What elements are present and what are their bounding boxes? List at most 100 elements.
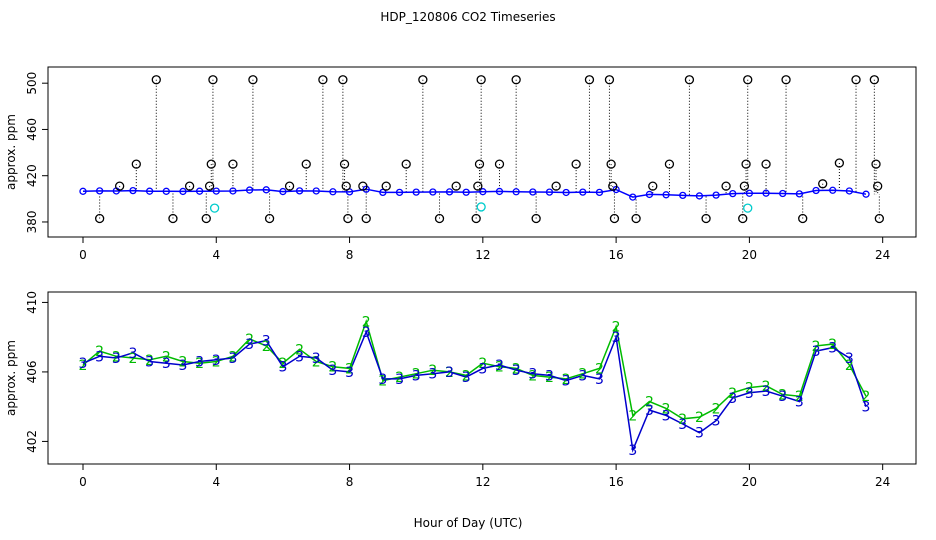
point-marker: 2: [412, 367, 421, 383]
point: [609, 213, 620, 224]
point-marker: 3: [345, 365, 354, 381]
point-marker: 2: [312, 354, 321, 370]
x-tick-label: 8: [346, 475, 354, 489]
point: [204, 181, 215, 191]
point: [245, 186, 254, 194]
x-tick-label: 16: [608, 248, 623, 262]
point: [579, 188, 587, 196]
point-marker: 3: [528, 367, 537, 383]
point-marker: 2: [378, 374, 387, 390]
point: [279, 187, 287, 196]
point: [295, 187, 304, 195]
chart-title: HDP_120806 CO2 Timeseries: [380, 10, 555, 24]
point: [474, 159, 485, 169]
point: [845, 187, 854, 195]
point: [318, 75, 328, 85]
point-marker: 3: [612, 330, 621, 346]
point-marker: 2: [462, 368, 471, 384]
point-marker: 3: [745, 386, 754, 402]
point: [179, 187, 187, 196]
point-marker: 2: [328, 360, 337, 376]
point-marker: 3: [862, 400, 871, 416]
point-marker: 2: [112, 349, 121, 365]
point: [229, 187, 237, 195]
point-marker: 2: [678, 412, 687, 428]
point-marker: 2: [195, 356, 204, 372]
point-marker: 3: [245, 337, 254, 353]
point-marker: 3: [728, 391, 737, 407]
point-marker: 2: [129, 351, 138, 367]
point: [312, 187, 320, 195]
point-marker: 2: [812, 339, 821, 355]
point-marker: 3: [428, 367, 437, 383]
point: [208, 75, 218, 85]
point-marker: 2: [712, 401, 721, 417]
point-marker: 3: [228, 351, 237, 367]
point: [412, 188, 420, 196]
point-marker: 3: [795, 394, 804, 410]
x-axis-title: Hour of Day (UTC): [414, 516, 523, 530]
point: [451, 181, 461, 191]
point-marker: 2: [178, 354, 187, 370]
point: [114, 181, 125, 191]
point-marker: 2: [395, 370, 404, 386]
x-tick-label: 20: [742, 475, 757, 489]
point: [248, 75, 258, 85]
point: [743, 75, 753, 85]
point: [284, 181, 295, 191]
point: [545, 188, 554, 196]
point-marker: 2: [745, 381, 754, 397]
point: [741, 159, 751, 169]
point: [873, 181, 883, 191]
point: [301, 159, 311, 169]
series-line: [82, 319, 867, 420]
point: [209, 203, 220, 213]
point: [264, 213, 275, 224]
point-marker: 3: [578, 368, 587, 384]
plot-frame: [47, 291, 917, 465]
point: [604, 75, 615, 85]
point: [212, 187, 220, 195]
point: [168, 213, 178, 224]
point: [401, 159, 411, 169]
y-tick-label: 460: [25, 118, 39, 141]
point: [145, 187, 154, 195]
x-tick-label: 20: [742, 248, 757, 262]
point-marker: 2: [478, 356, 487, 372]
point: [131, 159, 141, 169]
point: [95, 187, 104, 195]
point: [362, 185, 370, 193]
point: [608, 181, 618, 191]
point: [584, 75, 595, 85]
point: [471, 213, 481, 224]
y-tick-label: 402: [25, 430, 39, 453]
point: [631, 213, 641, 224]
point-marker: 3: [678, 417, 687, 433]
point-marker: 2: [795, 389, 804, 405]
point-marker: 2: [278, 356, 287, 372]
point: [379, 188, 387, 197]
point: [818, 179, 828, 189]
x-tick-label: 12: [475, 475, 490, 489]
point: [494, 159, 505, 169]
point-marker: 2: [212, 354, 221, 370]
point: [871, 159, 881, 169]
point-marker: 2: [428, 363, 437, 379]
point: [462, 188, 470, 196]
point-marker: 3: [129, 346, 138, 362]
point-marker: 3: [395, 372, 404, 388]
point-marker: 3: [562, 374, 571, 390]
x-tick-label: 4: [212, 475, 220, 489]
point: [341, 181, 351, 191]
point-marker: 3: [445, 365, 454, 381]
point: [729, 189, 737, 198]
point: [79, 187, 87, 195]
point: [738, 213, 748, 224]
point-marker: 2: [578, 367, 587, 383]
point-marker: 2: [245, 332, 254, 348]
x-tick-label: 16: [608, 475, 623, 489]
point-marker: 2: [828, 337, 837, 353]
point: [874, 213, 884, 224]
x-tick-label: 12: [475, 248, 490, 262]
point: [551, 181, 561, 191]
